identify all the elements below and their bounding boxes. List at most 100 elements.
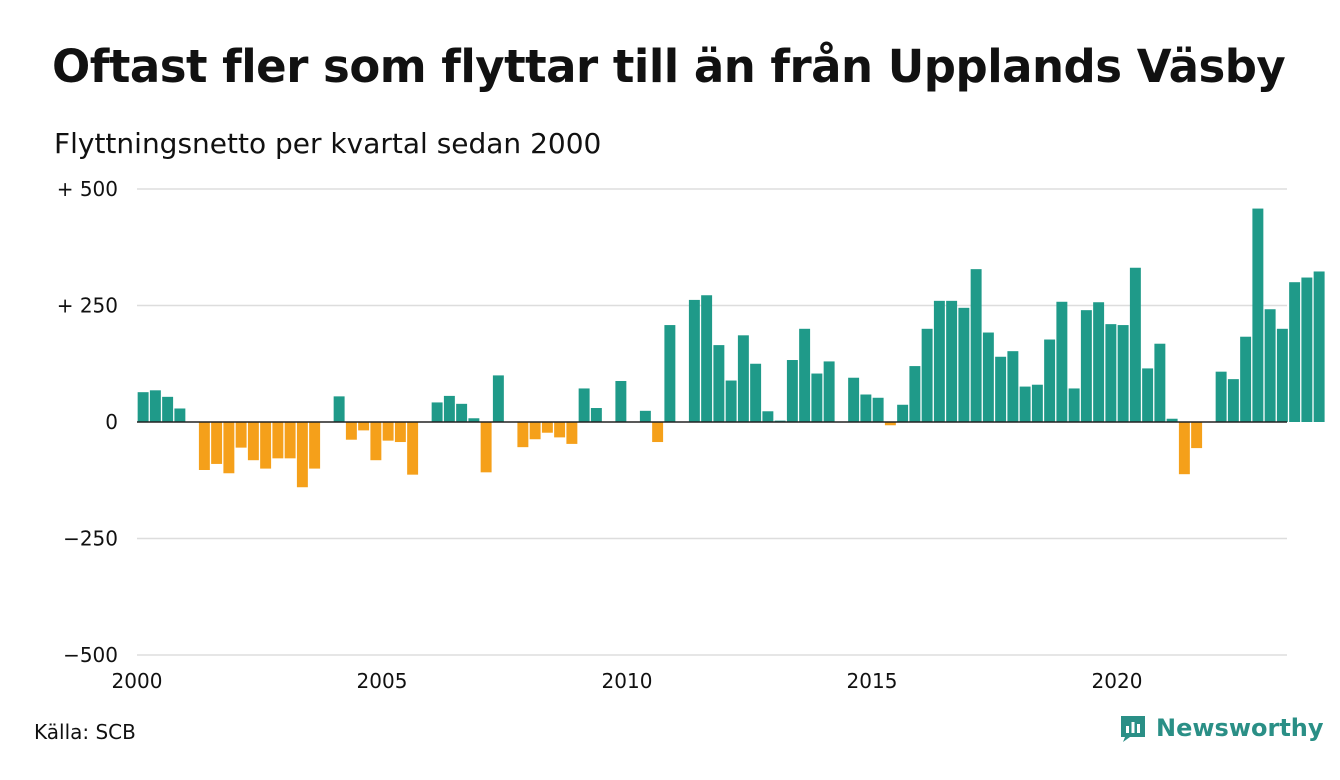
bar	[995, 356, 1007, 422]
bar	[272, 422, 284, 459]
bar	[541, 422, 553, 433]
y-tick-label: −500	[63, 643, 118, 667]
bar	[970, 269, 982, 422]
bar	[688, 299, 700, 422]
bar	[1301, 277, 1313, 422]
x-tick-label: 2020	[1092, 669, 1143, 693]
bar	[982, 332, 994, 422]
bar	[750, 363, 762, 422]
bar	[848, 377, 860, 422]
bar	[786, 360, 798, 422]
bar	[1276, 328, 1288, 422]
bar	[1068, 388, 1080, 422]
bar	[909, 366, 921, 422]
bars	[137, 208, 1325, 488]
bar	[725, 380, 737, 422]
bar	[1031, 384, 1043, 422]
bar	[1154, 343, 1166, 422]
bar	[713, 345, 725, 422]
brand: Newsworthy	[1118, 713, 1324, 743]
newsworthy-logo-icon	[1121, 716, 1145, 742]
bar	[578, 388, 590, 422]
bar	[897, 404, 909, 422]
bar	[1080, 310, 1092, 422]
bar	[1142, 368, 1154, 422]
x-tick-label: 2015	[847, 669, 898, 693]
chart-subtitle: Flyttningsnetto per kvartal sedan 2000	[54, 127, 602, 160]
bar	[762, 411, 774, 422]
bar	[958, 307, 970, 422]
bar	[664, 325, 676, 422]
bar	[431, 402, 443, 422]
bar	[554, 422, 566, 438]
bar	[247, 422, 259, 461]
bar	[284, 422, 296, 459]
bar	[198, 422, 210, 470]
bar	[590, 408, 602, 422]
bar	[235, 422, 247, 448]
bar	[1252, 208, 1264, 422]
bar	[1007, 351, 1019, 422]
x-tick-label: 2010	[602, 669, 653, 693]
bar	[468, 418, 480, 422]
brand-name: Newsworthy	[1156, 714, 1324, 742]
bar	[860, 394, 872, 422]
bar	[1166, 418, 1178, 422]
bar	[456, 403, 468, 422]
bar	[1313, 271, 1325, 422]
bar	[1289, 282, 1301, 422]
bar	[443, 395, 455, 422]
bar	[811, 373, 823, 422]
bar	[358, 422, 370, 431]
bar	[407, 422, 419, 475]
bar	[296, 422, 308, 488]
bar	[517, 422, 529, 448]
bar	[921, 328, 933, 422]
bar	[345, 422, 357, 440]
bar	[933, 300, 945, 422]
y-tick-label: + 500	[57, 177, 118, 201]
bar	[946, 300, 958, 422]
x-tick-label: 2000	[112, 669, 163, 693]
bar	[1191, 422, 1203, 449]
bar	[799, 328, 811, 422]
bar	[1240, 336, 1252, 422]
bar	[1264, 309, 1276, 422]
source-note: Källa: SCB	[34, 720, 136, 744]
bar	[1129, 267, 1141, 422]
bar	[1105, 324, 1117, 422]
bar	[211, 422, 223, 464]
chart-title: Oftast fler som flyttar till än från Upp…	[52, 40, 1286, 93]
bar	[701, 295, 713, 422]
bar	[492, 375, 504, 422]
bar	[823, 361, 835, 422]
bar	[1227, 379, 1239, 422]
bar	[615, 380, 627, 422]
bar	[162, 396, 174, 422]
bar	[1044, 339, 1056, 422]
bar	[223, 422, 235, 474]
bar	[1056, 301, 1068, 422]
x-tick-label: 2005	[357, 669, 408, 693]
bar	[382, 422, 394, 441]
bar	[529, 422, 541, 440]
bar	[333, 396, 345, 422]
y-tick-label: −250	[63, 527, 118, 551]
bar	[149, 390, 161, 422]
y-tick-label: 0	[105, 410, 118, 434]
bar	[872, 397, 884, 422]
bar	[1117, 325, 1129, 422]
bar	[737, 335, 749, 422]
bar	[1019, 386, 1031, 422]
bar	[639, 410, 651, 422]
bar	[174, 408, 186, 422]
bar	[260, 422, 272, 469]
bar	[1215, 371, 1227, 422]
bar	[309, 422, 321, 469]
bar	[137, 392, 149, 422]
bar	[370, 422, 382, 461]
bar	[480, 422, 492, 473]
bar	[1178, 422, 1190, 475]
bar	[652, 422, 664, 443]
